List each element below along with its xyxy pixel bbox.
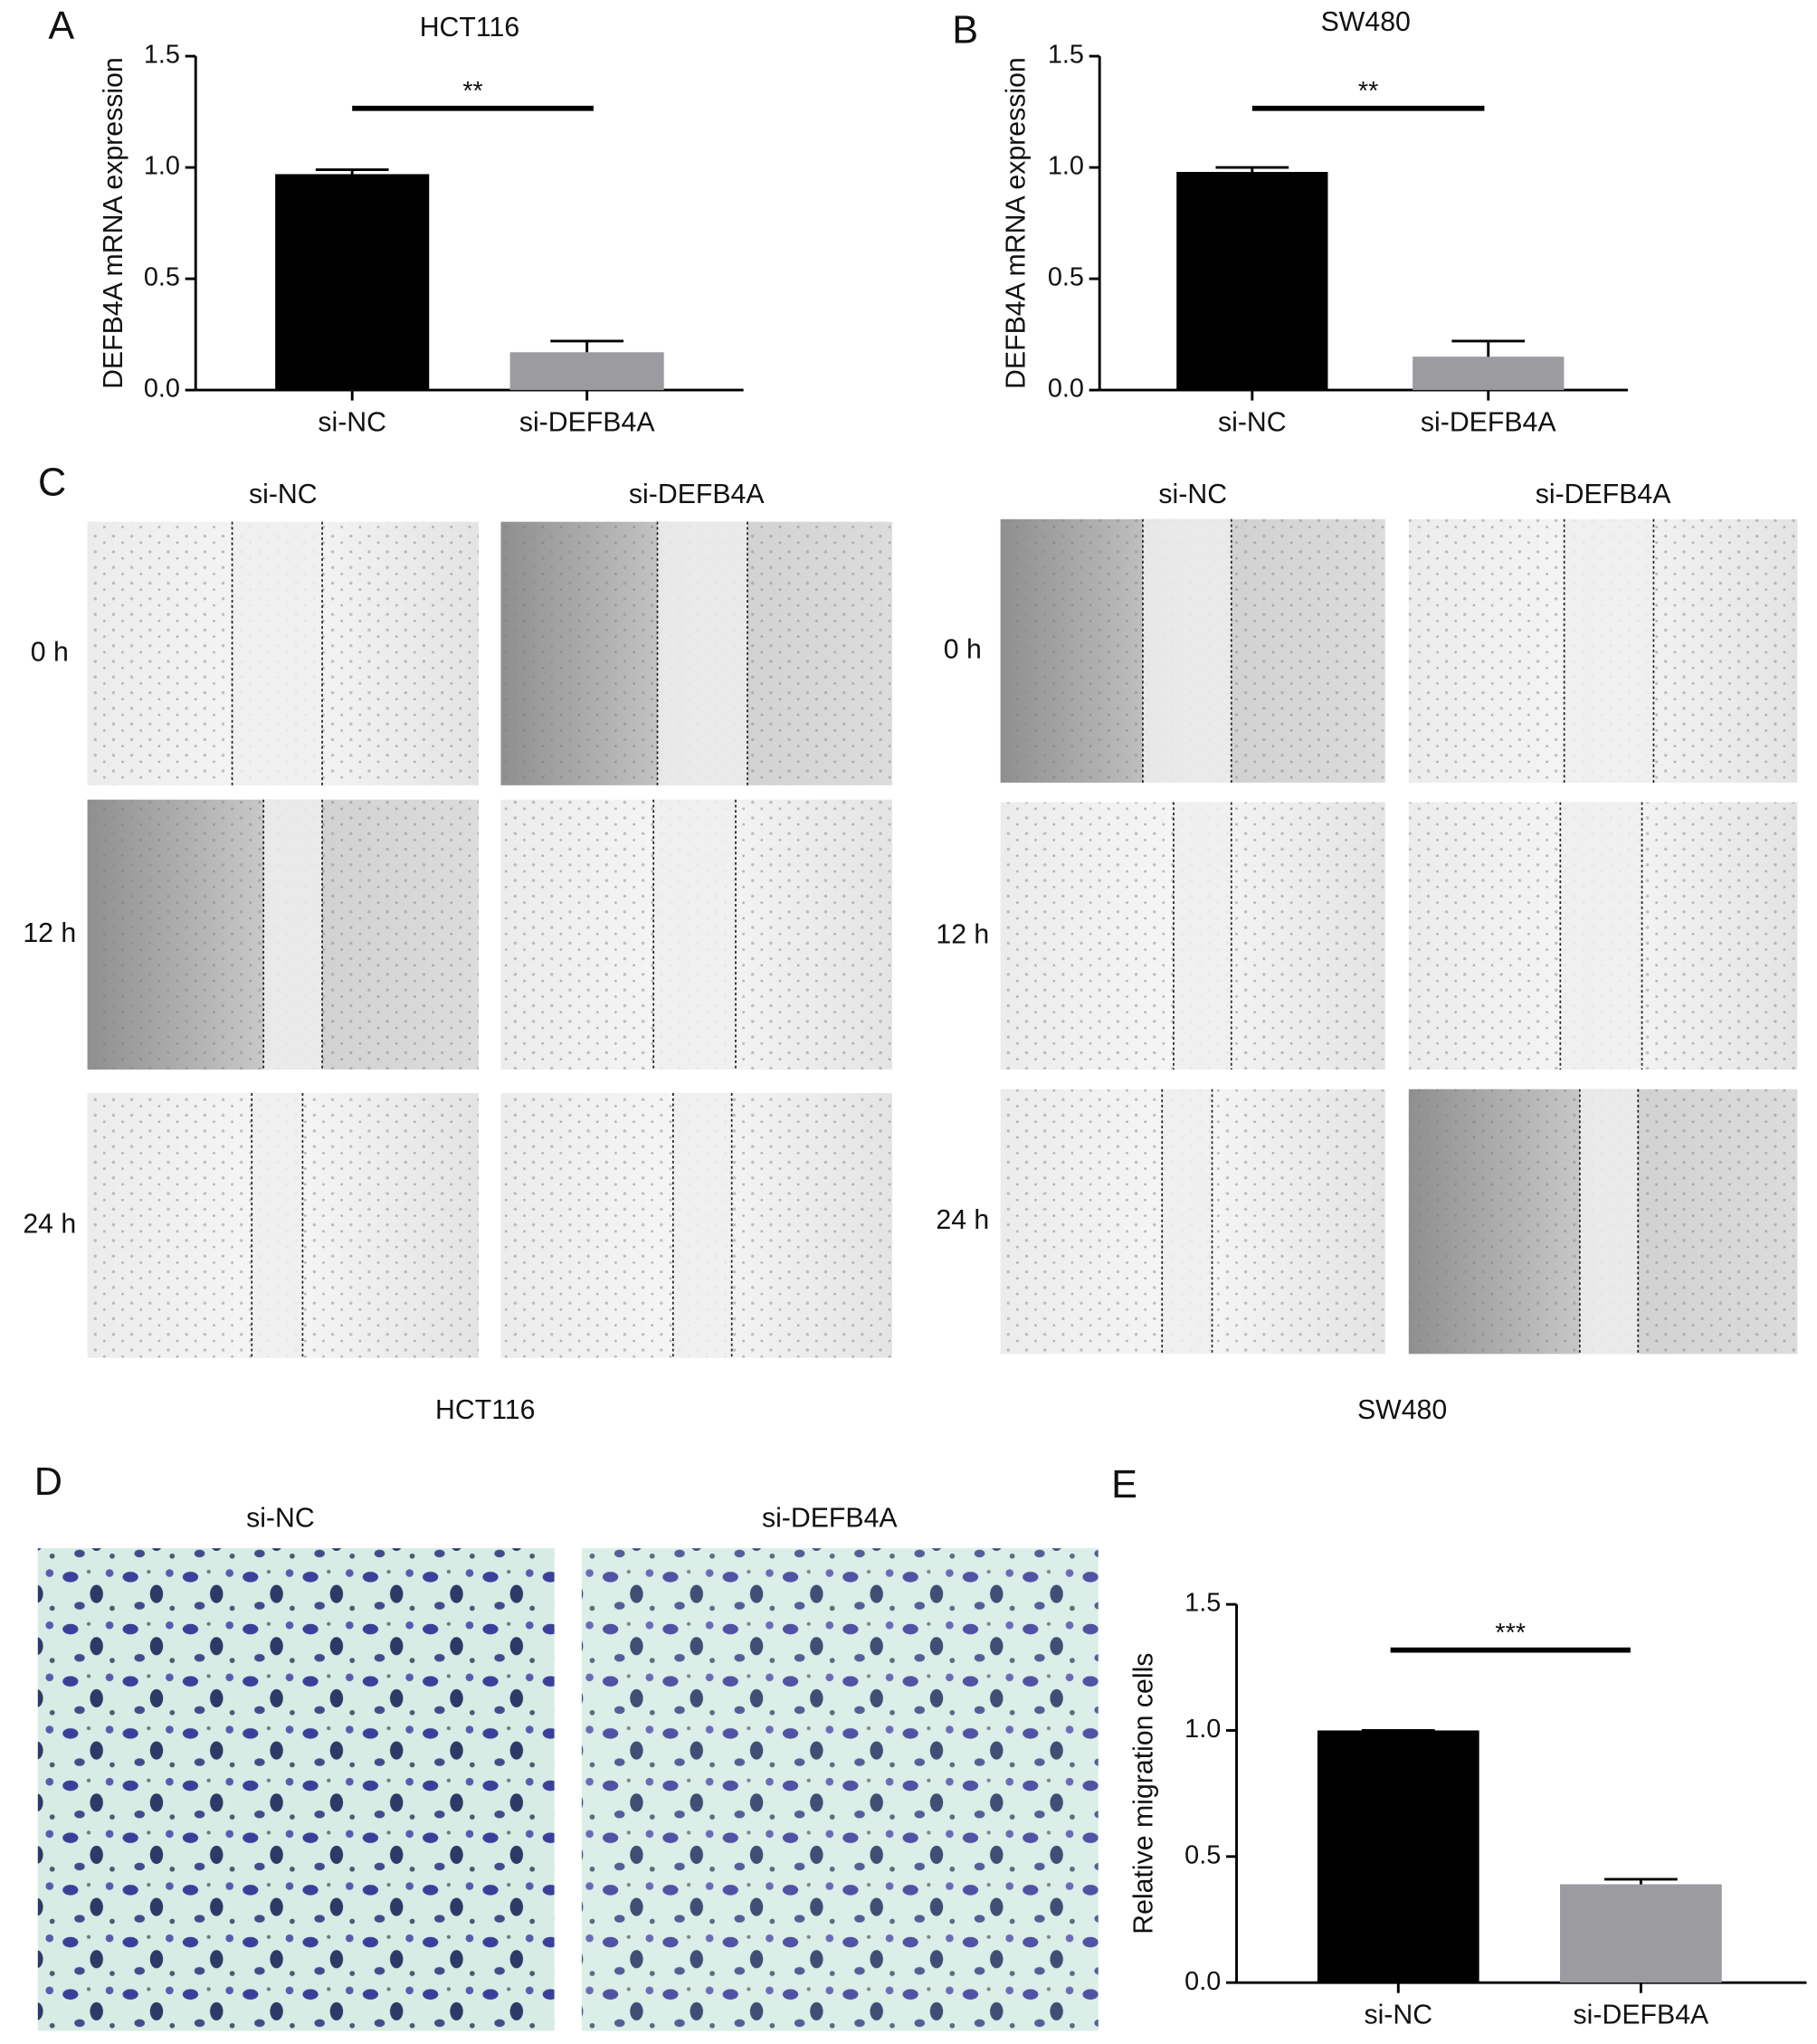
panel-letter: E: [1111, 1463, 1137, 1507]
row-label: 24 h: [23, 1209, 76, 1239]
significance-label: **: [462, 77, 482, 106]
panel-letters: A B C D E: [34, 5, 1137, 1507]
y-tick-label: 0.0: [1184, 1967, 1221, 1996]
row-label: 0 h: [31, 637, 69, 667]
wound-gap: [1564, 518, 1654, 783]
y-tick-label: 1.5: [144, 41, 180, 70]
row-label: 24 h: [936, 1205, 989, 1235]
x-tick-label: si-DEFB4A: [519, 408, 655, 438]
wound-gap: [1579, 1089, 1639, 1355]
x-tick-label: si-DEFB4A: [1421, 408, 1556, 438]
column-label: si-NC: [246, 1503, 315, 1533]
wound-gap: [263, 799, 323, 1070]
chart-title: HCT116: [420, 13, 519, 43]
significance-label: ***: [1495, 1619, 1526, 1648]
panel-letter: D: [34, 1460, 62, 1504]
significance-label: **: [1358, 77, 1378, 106]
bar: [275, 174, 430, 391]
bar: [1317, 1730, 1479, 1983]
column-label: si-NC: [1158, 480, 1227, 509]
y-tick-label: 1.0: [1048, 152, 1084, 181]
column-label: si-DEFB4A: [629, 480, 765, 509]
y-tick-label: 0.5: [1184, 1840, 1221, 1869]
bar: [509, 352, 664, 391]
x-tick-label: si-DEFB4A: [1574, 2001, 1709, 2030]
transwell-image: [581, 1548, 1099, 2031]
panel-letter: B: [952, 9, 978, 52]
wound-gap: [1142, 518, 1232, 783]
chart-title: SW480: [1321, 7, 1411, 37]
y-tick-label: 1.5: [1184, 1589, 1221, 1618]
bar: [1413, 357, 1565, 391]
y-tick-label: 1.0: [1184, 1715, 1221, 1744]
wound-gap: [1162, 1089, 1213, 1355]
wound-gap: [653, 799, 737, 1070]
transwell-image: [37, 1548, 555, 2031]
y-tick-label: 0.5: [1048, 263, 1084, 292]
cell-line-label: SW480: [1357, 1395, 1447, 1425]
y-axis-label: Relative migration cells: [1129, 1653, 1159, 1935]
y-tick-label: 0.0: [1048, 375, 1084, 404]
bar: [1176, 172, 1328, 391]
y-tick-label: 1.0: [144, 152, 180, 181]
error-bar: [1215, 166, 1289, 173]
cell-line-label: HCT116: [435, 1395, 535, 1425]
y-tick-label: 0.0: [144, 375, 180, 404]
error-bar: [1604, 1878, 1678, 1885]
wound-gap: [672, 1093, 732, 1358]
wound-gap: [1173, 802, 1232, 1070]
bar: [1560, 1884, 1722, 1983]
x-tick-label: si-NC: [1364, 2001, 1432, 2030]
wound-gap: [657, 521, 747, 785]
wound-gap: [1560, 802, 1642, 1070]
y-axis-label: DEFB4A mRNA expression: [99, 57, 128, 389]
column-label: si-NC: [249, 480, 318, 509]
column-label: si-DEFB4A: [1536, 480, 1671, 509]
error-bar: [315, 168, 389, 175]
column-label: si-DEFB4A: [762, 1503, 898, 1533]
x-tick-label: si-NC: [1218, 408, 1287, 438]
panel-letter: A: [48, 5, 74, 48]
panel-letter: C: [38, 461, 66, 505]
row-label: 0 h: [944, 634, 982, 664]
error-bar: [1451, 339, 1526, 357]
row-label: 12 h: [936, 919, 989, 949]
y-tick-label: 1.5: [1048, 41, 1084, 70]
wound-gap: [252, 1093, 303, 1358]
row-label: 12 h: [23, 918, 76, 948]
error-bar: [550, 339, 624, 353]
wound-gap: [232, 521, 323, 785]
y-tick-label: 0.5: [144, 263, 180, 292]
y-axis-label: DEFB4A mRNA expression: [1001, 57, 1031, 389]
x-tick-label: si-NC: [318, 408, 386, 438]
